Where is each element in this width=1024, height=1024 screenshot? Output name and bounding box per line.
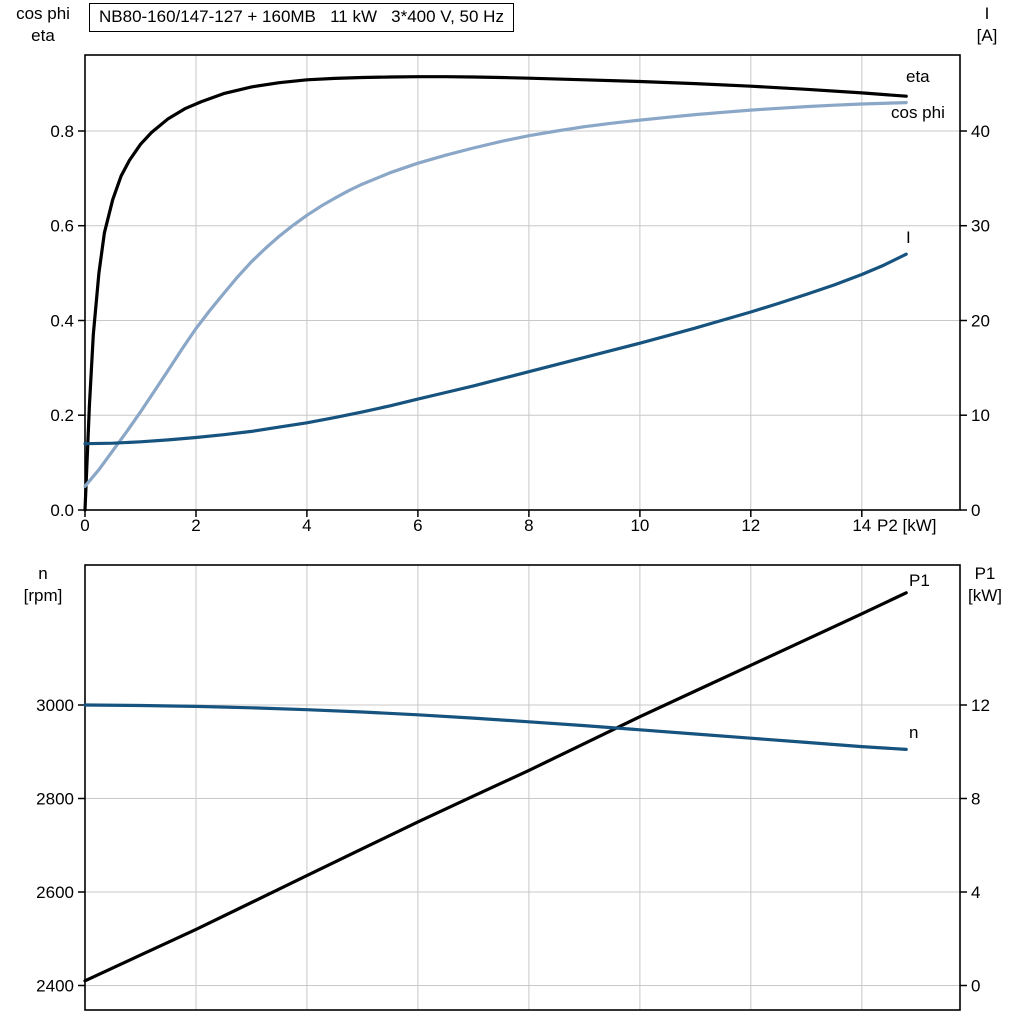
n-curve: [83, 703, 908, 752]
p1-unit-label: [kW]: [968, 586, 1002, 605]
y-right-tick-label: 30: [971, 217, 990, 236]
y-right-tick-label: 0: [971, 977, 980, 996]
i-curve: [83, 252, 908, 446]
current-unit-label: [A]: [976, 26, 998, 45]
y-right-tick-label: 40: [971, 122, 990, 141]
y-left-tick-label: 0.2: [50, 406, 74, 425]
bottom-right-axis-label: P1 [kW]: [952, 563, 1018, 607]
cos-phi-curve: [83, 100, 908, 488]
plot-frame: [84, 54, 961, 511]
y-right-tick-label: 0: [971, 501, 980, 520]
y-left-tick-label: 2400: [36, 977, 74, 996]
x-tick-label: 12: [741, 516, 760, 535]
p1-curve-label: P1: [909, 571, 930, 590]
chart-title-box: NB80-160/147-127 + 160MB 11 kW 3*400 V, …: [89, 3, 514, 32]
y-left-tick-label: 0.6: [50, 217, 74, 236]
y-left-tick-label: 2800: [36, 790, 74, 809]
y-right-tick-label: 10: [971, 406, 990, 425]
y-right-tick-label: 20: [971, 312, 990, 331]
speed-unit-label: [rpm]: [23, 586, 63, 605]
y-right-tick-label: 8: [971, 790, 980, 809]
eta-curve: [83, 75, 908, 512]
y-right-tick-label: 12: [971, 696, 990, 715]
y-left-tick-label: 3000: [36, 696, 74, 715]
i-curve-label: I: [906, 228, 911, 247]
x-tick-label: 2: [191, 516, 200, 535]
motor-speed-power-chart: 2400 2600 2800 3000 0 4 8 12 P1 n: [36, 564, 990, 1011]
speed-axis-label: n: [38, 564, 48, 583]
y-left-tick-label: 0.4: [50, 312, 74, 331]
motor-efficiency-chart: 0.0 0.2 0.4 0.6 0.8 0 10 20 30 40 0 2 4 6 8 10 12 14 P2 [k…: [50, 54, 990, 535]
y-left-tick-label: 0.0: [50, 501, 74, 520]
x-tick-label: 8: [524, 516, 533, 535]
cos-phi-curve-label: cos phi: [891, 103, 945, 122]
p1-curve: [83, 591, 908, 983]
x-tick-label: 0: [80, 516, 89, 535]
y-left-tick-label: 2600: [36, 883, 74, 902]
cos-phi-axis-label: cos phi: [16, 4, 70, 23]
x-tick-label: 6: [413, 516, 422, 535]
plot-frame: [84, 564, 961, 1011]
p1-axis-label: P1: [974, 564, 996, 583]
current-axis-label: I: [984, 4, 990, 23]
eta-axis-label: eta: [31, 26, 55, 45]
y-left-tick-label: 0.8: [50, 122, 74, 141]
eta-curve-label: eta: [906, 67, 930, 86]
x-axis-unit-label: P2 [kW]: [877, 516, 937, 535]
n-curve-label: n: [909, 723, 918, 742]
top-left-axis-label: cos phi eta: [4, 3, 82, 47]
x-tick-label: 10: [630, 516, 649, 535]
x-tick-label: 4: [302, 516, 311, 535]
top-right-axis-label: I [A]: [956, 3, 1018, 47]
x-tick-label: 14: [852, 516, 871, 535]
y-right-tick-label: 4: [971, 883, 980, 902]
bottom-left-axis-label: n [rpm]: [4, 563, 82, 607]
